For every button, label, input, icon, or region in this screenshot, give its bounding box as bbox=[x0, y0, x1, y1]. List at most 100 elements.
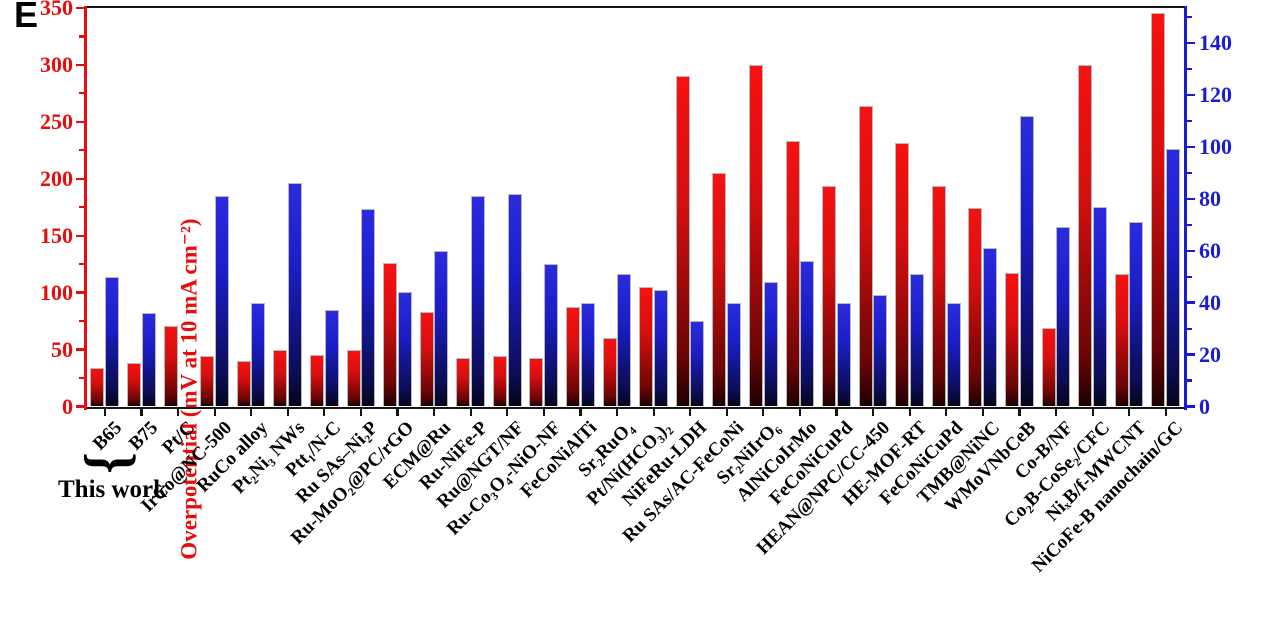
overpotential-bar bbox=[931, 185, 946, 407]
left-axis-tick-label: 100 bbox=[40, 279, 73, 305]
tafel-slope-bar bbox=[909, 274, 924, 407]
overpotential-bar bbox=[822, 185, 837, 407]
left-axis-minor-tick bbox=[79, 149, 84, 152]
right-axis-major-tick bbox=[1186, 405, 1195, 408]
left-axis-tick-label: 50 bbox=[51, 336, 73, 362]
tafel-slope-bar bbox=[141, 313, 156, 407]
plot-top-frame bbox=[84, 6, 1186, 9]
x-axis-tick bbox=[286, 409, 289, 417]
x-axis-tick bbox=[652, 409, 655, 417]
right-axis-minor-tick bbox=[1186, 15, 1192, 19]
tafel-slope-bar bbox=[324, 310, 339, 407]
overpotential-bar bbox=[639, 286, 654, 407]
x-axis-tick bbox=[359, 409, 363, 417]
right-axis-minor-tick bbox=[1186, 223, 1192, 226]
right-axis-tick-label: 100 bbox=[1199, 133, 1232, 159]
right-axis-major-tick bbox=[1186, 145, 1195, 149]
tafel-slope-bar bbox=[727, 302, 741, 407]
overpotential-bar bbox=[895, 143, 910, 407]
right-axis-tick-label: 20 bbox=[1199, 341, 1221, 367]
left-y-axis-line bbox=[84, 6, 87, 410]
right-axis-major-tick bbox=[1186, 93, 1195, 97]
left-axis-minor-tick bbox=[79, 263, 84, 266]
x-axis-tick bbox=[506, 409, 509, 417]
right-axis-tick-label: 60 bbox=[1199, 237, 1221, 263]
x-axis-tick bbox=[872, 409, 875, 417]
left-axis-major-tick bbox=[76, 6, 84, 10]
right-axis-tick-label: 40 bbox=[1199, 289, 1221, 315]
left-axis-minor-tick bbox=[79, 92, 84, 95]
overpotential-bar bbox=[858, 105, 873, 407]
overpotential-bar bbox=[529, 357, 544, 407]
x-axis-tick bbox=[798, 409, 802, 417]
tafel-slope-bar bbox=[288, 183, 302, 407]
overpotential-bar bbox=[127, 363, 142, 407]
left-axis-minor-tick bbox=[79, 35, 84, 38]
overpotential-bar bbox=[383, 263, 398, 407]
x-axis-tick bbox=[981, 409, 984, 417]
left-axis-tick-label: 200 bbox=[40, 165, 73, 191]
left-axis-tick-label: 300 bbox=[40, 51, 73, 77]
overpotential-bar bbox=[748, 64, 763, 407]
overpotential-bar bbox=[456, 357, 471, 407]
tafel-slope-bar bbox=[507, 193, 522, 407]
tafel-slope-bar bbox=[214, 196, 229, 407]
x-axis-tick bbox=[689, 409, 692, 417]
overpotential-bar bbox=[90, 367, 105, 407]
x-axis-tick bbox=[1164, 409, 1167, 417]
right-axis-major-tick bbox=[1186, 301, 1195, 304]
x-axis-tick bbox=[615, 409, 619, 417]
overpotential-bar bbox=[309, 355, 324, 407]
overpotential-bar bbox=[492, 356, 507, 407]
tafel-slope-bar bbox=[800, 261, 815, 407]
tafel-slope-bar bbox=[1092, 206, 1107, 407]
left-axis-major-tick bbox=[76, 120, 84, 124]
right-axis-major-tick bbox=[1186, 353, 1195, 356]
tafel-slope-bar bbox=[690, 320, 705, 407]
tafel-slope-bar bbox=[105, 276, 120, 407]
right-axis-tick-label: 80 bbox=[1199, 185, 1221, 211]
tafel-slope-bar bbox=[470, 196, 485, 407]
overpotential-bar bbox=[968, 208, 983, 407]
left-axis-tick-label: 250 bbox=[40, 108, 73, 134]
overpotential-bar bbox=[1041, 327, 1056, 407]
left-axis-minor-tick bbox=[79, 206, 84, 209]
x-axis-tick bbox=[469, 409, 472, 417]
tafel-slope-bar bbox=[1056, 227, 1071, 407]
overpotential-bar bbox=[273, 349, 288, 407]
tafel-slope-bar bbox=[251, 302, 266, 407]
x-axis-tick bbox=[1054, 409, 1058, 417]
tafel-slope-bar bbox=[983, 248, 998, 407]
right-axis-minor-tick bbox=[1186, 171, 1192, 174]
left-axis-tick-label: 0 bbox=[62, 393, 73, 419]
tafel-slope-bar bbox=[1129, 222, 1144, 407]
x-axis-tick bbox=[433, 409, 436, 417]
tafel-slope-bar bbox=[763, 281, 778, 407]
left-axis-tick-label: 350 bbox=[40, 0, 73, 20]
right-y-axis-line bbox=[1184, 6, 1187, 410]
left-axis-minor-tick bbox=[79, 376, 84, 380]
tafel-slope-bar bbox=[544, 263, 559, 407]
x-axis-tick bbox=[140, 409, 143, 417]
right-axis-tick-label: 0 bbox=[1199, 393, 1210, 419]
overpotential-bar bbox=[1078, 64, 1093, 407]
overpotential-bar bbox=[712, 173, 727, 407]
overpotential-bar bbox=[785, 141, 800, 407]
left-axis-minor-tick bbox=[79, 320, 84, 323]
tafel-slope-bar bbox=[653, 289, 668, 407]
overpotential-bar bbox=[1005, 273, 1020, 407]
overpotential-bar bbox=[346, 349, 361, 407]
overpotential-bar bbox=[1151, 12, 1166, 407]
overpotential-bar bbox=[163, 325, 178, 407]
x-axis-line bbox=[84, 406, 1186, 410]
right-axis-tick-label: 120 bbox=[1199, 81, 1232, 107]
right-axis-minor-tick bbox=[1186, 119, 1192, 123]
overpotential-bar bbox=[236, 360, 251, 407]
overpotential-bar bbox=[200, 356, 215, 407]
overpotential-bar bbox=[602, 338, 617, 407]
tafel-slope-bar bbox=[397, 292, 412, 407]
left-axis-major-tick bbox=[76, 234, 84, 237]
x-axis-tick bbox=[1018, 409, 1021, 417]
tafel-slope-bar bbox=[580, 302, 595, 407]
